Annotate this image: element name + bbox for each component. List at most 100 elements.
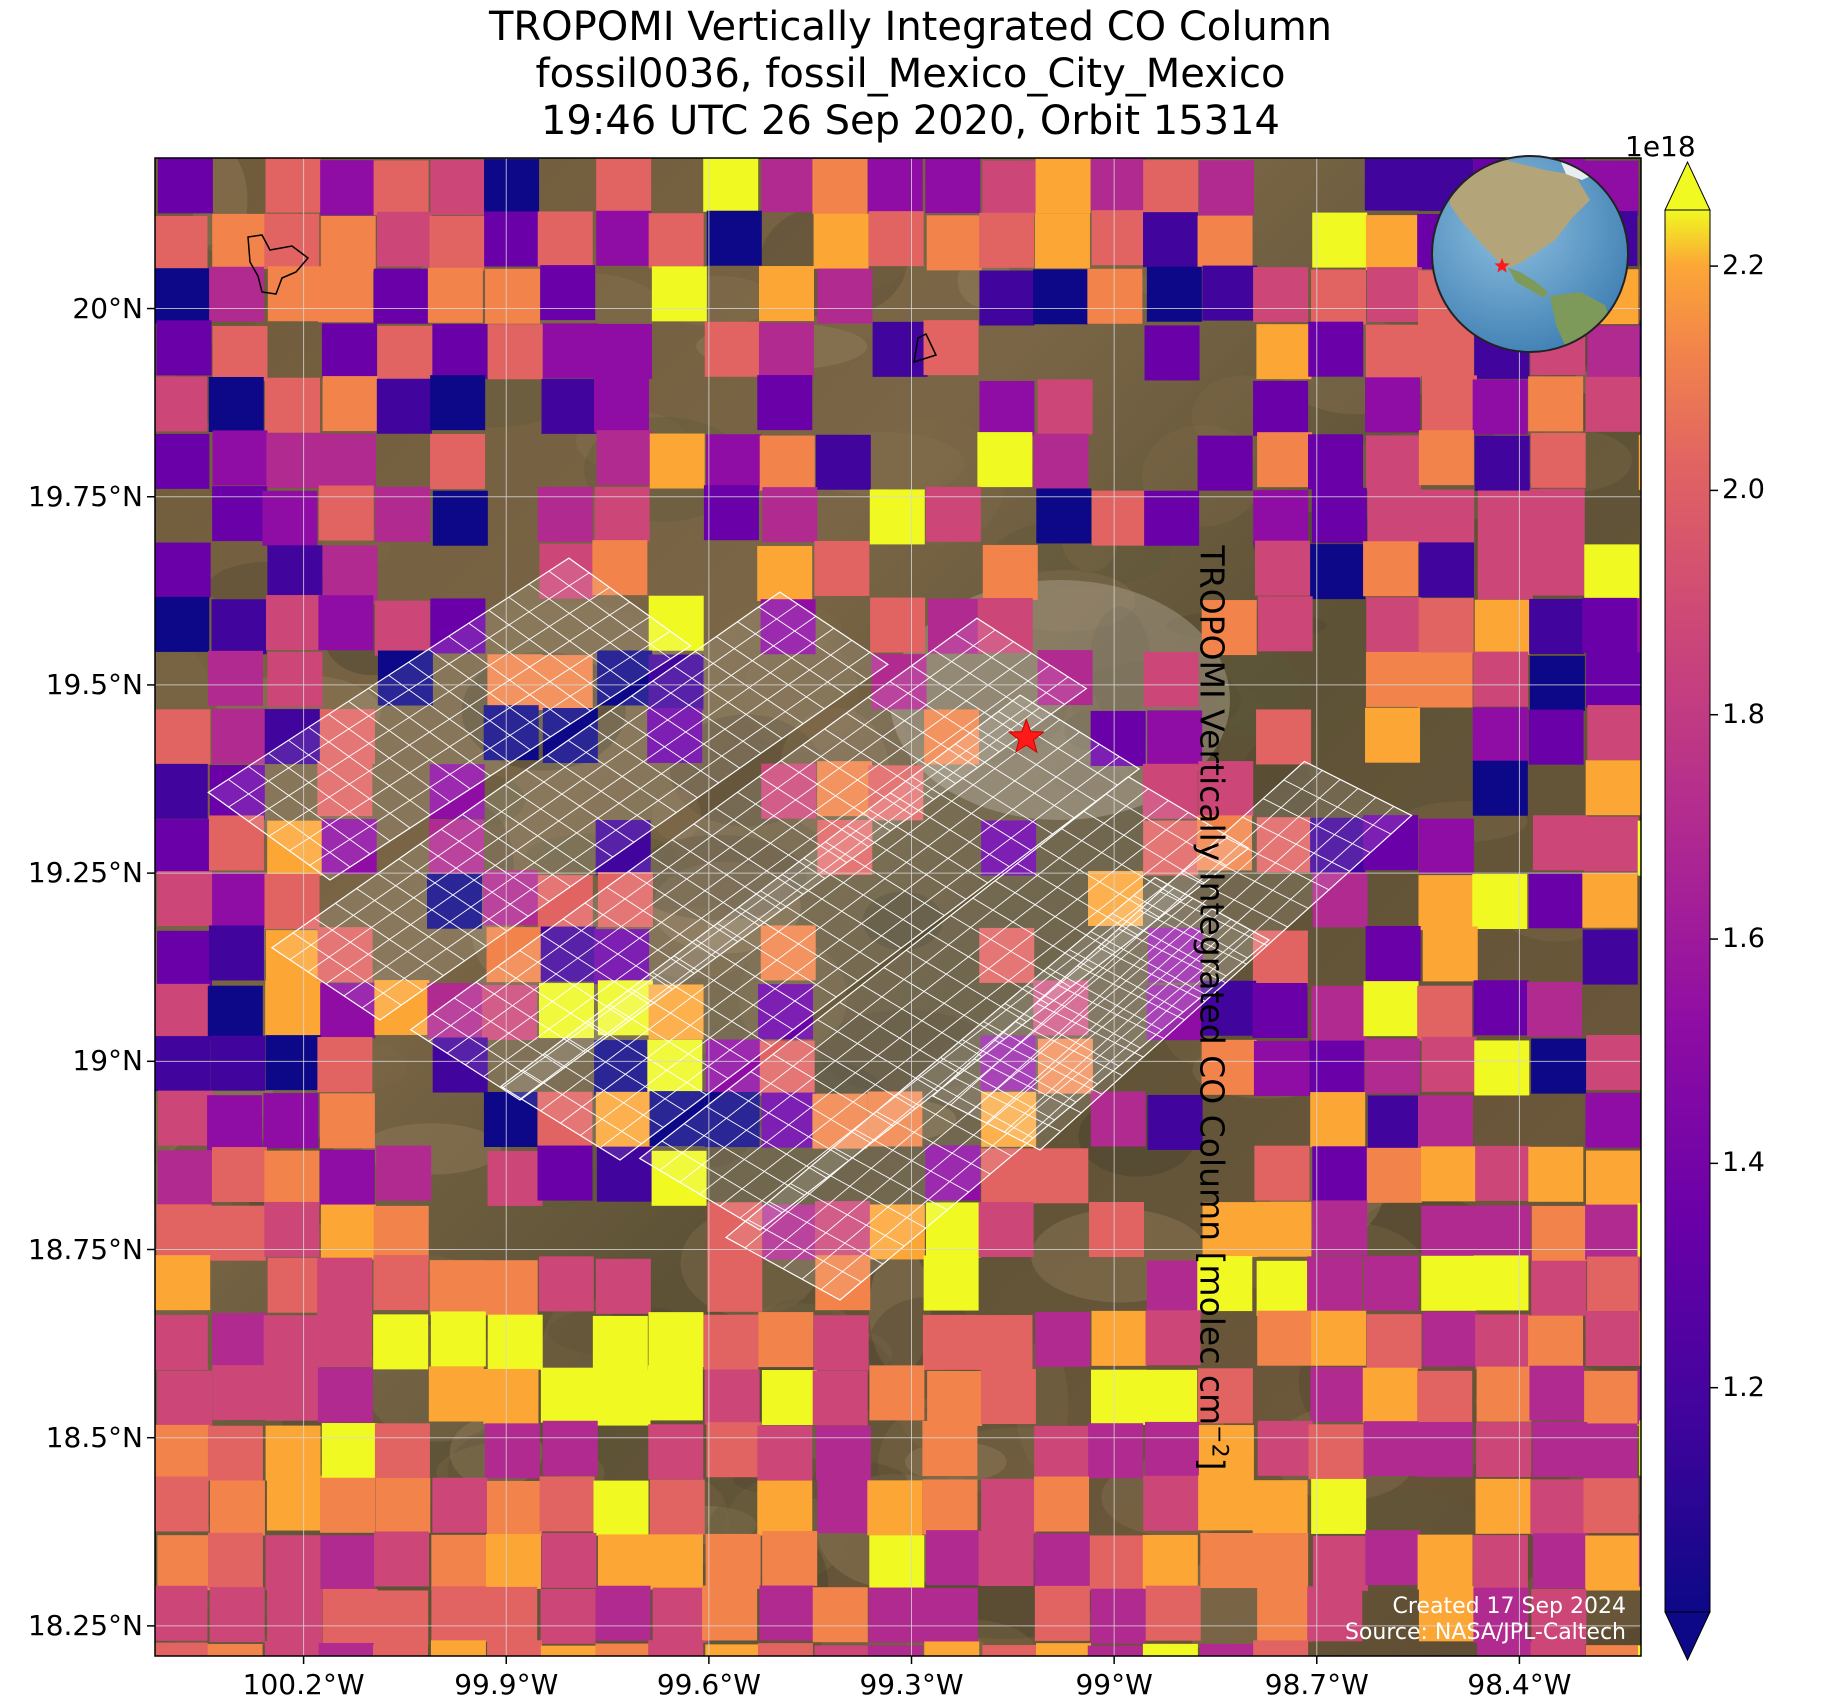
co-pixel bbox=[758, 1312, 814, 1368]
co-pixel bbox=[1528, 376, 1584, 432]
colorbar-title-unit-exponent: −2 bbox=[1206, 1425, 1232, 1458]
co-pixel bbox=[212, 486, 268, 542]
co-pixel bbox=[211, 708, 267, 764]
co-pixel bbox=[1312, 1146, 1368, 1202]
co-pixel bbox=[1365, 215, 1421, 271]
co-pixel bbox=[1587, 1256, 1641, 1312]
colorbar-frame bbox=[1664, 209, 1711, 1613]
co-pixel bbox=[869, 1535, 925, 1591]
co-pixel bbox=[541, 378, 597, 434]
co-pixel bbox=[1146, 1260, 1202, 1316]
co-pixel bbox=[1473, 980, 1529, 1036]
terrain-patch bbox=[818, 1009, 993, 1095]
co-pixel bbox=[1418, 321, 1474, 377]
map-title-line2: fossil0036, fossil_Mexico_City_Mexico bbox=[535, 51, 1286, 97]
co-pixel bbox=[1586, 1035, 1641, 1091]
co-pixel bbox=[762, 1204, 818, 1260]
co-pixel bbox=[265, 158, 321, 213]
terrain-patch bbox=[477, 602, 650, 665]
co-pixel bbox=[541, 1532, 597, 1588]
co-pixel bbox=[812, 1587, 868, 1643]
footprint-cell-line bbox=[248, 586, 610, 822]
co-pixel bbox=[925, 486, 981, 542]
co-pixel bbox=[431, 1586, 487, 1642]
footprint-cell-line bbox=[560, 731, 1080, 1124]
co-pixel bbox=[1090, 1091, 1146, 1147]
colorbar-tick-label: 1.6 bbox=[1722, 923, 1765, 955]
co-pixel bbox=[703, 1314, 759, 1370]
co-pixel bbox=[1201, 1039, 1257, 1095]
co-pixel bbox=[1474, 1040, 1530, 1096]
co-pixel bbox=[1257, 1586, 1313, 1642]
co-pixel bbox=[1532, 1421, 1588, 1477]
co-pixel bbox=[1255, 540, 1311, 596]
co-pixel bbox=[703, 485, 759, 541]
co-pixel bbox=[155, 596, 210, 652]
co-pixel bbox=[759, 1040, 815, 1096]
co-pixel bbox=[647, 1039, 703, 1095]
co-pixel bbox=[1143, 820, 1199, 876]
co-pixel bbox=[1418, 818, 1474, 874]
co-pixel bbox=[212, 1365, 268, 1421]
co-pixel bbox=[1197, 1256, 1253, 1312]
co-pixel bbox=[1528, 873, 1584, 929]
co-pixel bbox=[1637, 1369, 1641, 1425]
co-pixel bbox=[651, 266, 707, 322]
co-pixel bbox=[318, 485, 374, 541]
co-pixel bbox=[267, 651, 323, 707]
co-pixel bbox=[1531, 1588, 1587, 1644]
co-pixel bbox=[1090, 710, 1146, 766]
co-pixel bbox=[265, 1035, 321, 1091]
co-pixel bbox=[867, 158, 923, 213]
co-pixel bbox=[814, 1201, 870, 1257]
co-pixel bbox=[706, 434, 762, 490]
co-pixel bbox=[1202, 265, 1258, 321]
co-pixel bbox=[1366, 435, 1422, 491]
co-pixel bbox=[1532, 815, 1588, 871]
co-pixel bbox=[266, 432, 322, 488]
co-pixel bbox=[373, 1590, 429, 1646]
co-pixel bbox=[648, 1424, 704, 1480]
co-pixel bbox=[1197, 815, 1253, 871]
co-pixel bbox=[317, 1367, 373, 1423]
co-pixel bbox=[264, 709, 320, 765]
y-tick-label: 19.5°N bbox=[45, 667, 143, 701]
north-america-shape bbox=[1450, 160, 1590, 268]
co-pixel bbox=[432, 1037, 488, 1093]
co-pixel bbox=[1143, 212, 1199, 268]
co-pixel bbox=[1422, 1311, 1478, 1367]
co-pixel bbox=[1310, 1092, 1366, 1148]
co-pixel bbox=[1144, 325, 1200, 381]
co-pixel bbox=[1474, 599, 1530, 655]
co-pixel bbox=[320, 1535, 376, 1591]
graticule bbox=[155, 158, 1641, 1656]
co-pixel bbox=[1252, 1480, 1308, 1536]
co-pixel bbox=[537, 486, 593, 542]
co-pixel bbox=[649, 1479, 705, 1535]
co-pixel bbox=[592, 1315, 648, 1371]
co-pixel bbox=[373, 1205, 429, 1261]
colorbar-tick-label: 1.8 bbox=[1722, 698, 1765, 730]
map-title-line3: 19:46 UTC 26 Sep 2020, Orbit 15314 bbox=[540, 98, 1281, 144]
colorbar-title-end: ] bbox=[1192, 1457, 1232, 1471]
co-pixel bbox=[264, 873, 320, 929]
co-pixel bbox=[1417, 1370, 1473, 1426]
footprint-cell-line bbox=[580, 743, 1100, 1136]
co-pixel bbox=[1197, 435, 1253, 491]
co-pixel bbox=[648, 1312, 704, 1368]
co-pixel bbox=[209, 1587, 265, 1643]
x-tick-label: 99.6°W bbox=[656, 1668, 761, 1701]
co-pixel bbox=[757, 1425, 813, 1481]
co-pixel bbox=[267, 820, 323, 876]
co-pixel bbox=[1090, 158, 1146, 212]
co-pixel bbox=[1365, 707, 1421, 763]
co-pixel bbox=[1472, 379, 1528, 435]
co-pixel bbox=[264, 1641, 320, 1656]
co-pixel bbox=[1034, 1533, 1090, 1589]
co-pixel bbox=[1363, 1255, 1419, 1311]
co-pixel bbox=[1530, 1479, 1586, 1535]
co-pixel bbox=[1587, 705, 1641, 761]
co-pixel bbox=[762, 487, 818, 543]
footprint-cell-line bbox=[986, 788, 1359, 1124]
co-pixel bbox=[1417, 1421, 1473, 1477]
